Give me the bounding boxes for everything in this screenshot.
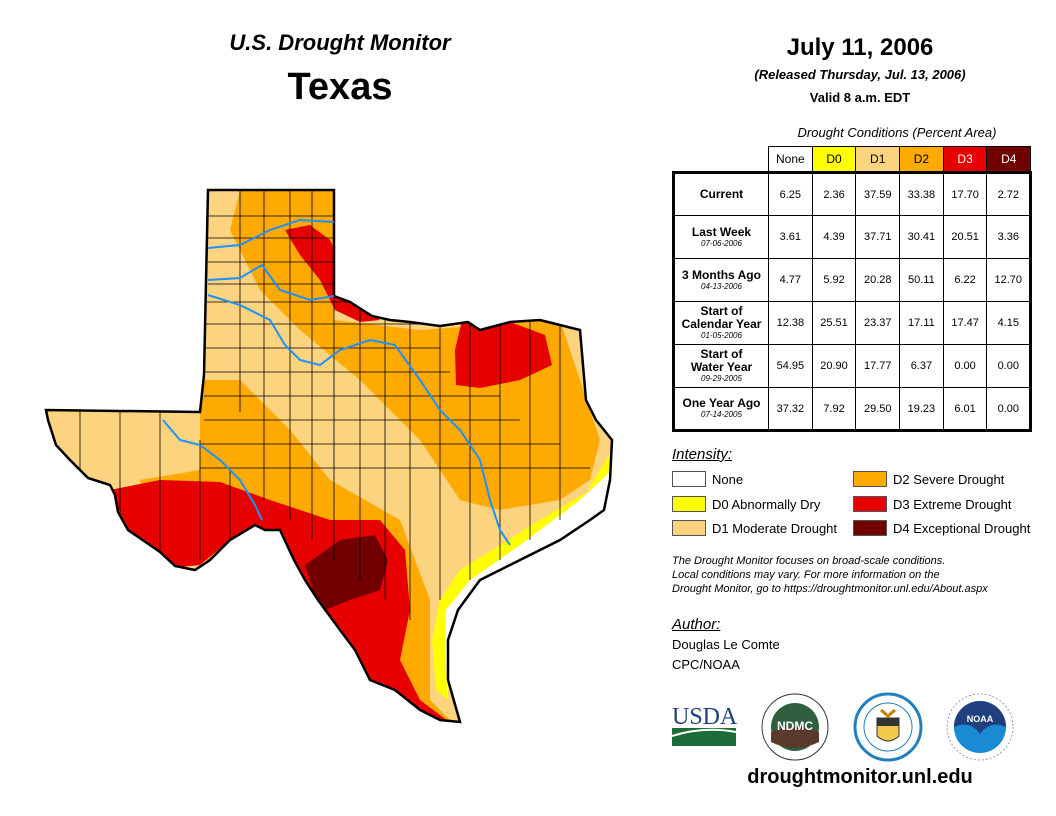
row-label: Last Week 07-06-2006 (672, 215, 769, 259)
brazos-river (207, 294, 511, 546)
col-d4: D4 (986, 146, 1032, 173)
cell: 25.51 (811, 301, 857, 345)
region-title: Texas (287, 66, 393, 108)
cell: 6.25 (768, 171, 813, 216)
col-d3: D3 (942, 146, 988, 173)
cell: 30.41 (899, 215, 944, 259)
none-region (445, 470, 612, 700)
product-title: U.S. Drought Monitor (229, 30, 451, 55)
texas-drought-map (44, 188, 614, 724)
cell: 17.77 (855, 344, 901, 388)
row-label: Start of Calendar Year 01-05-2006 (672, 301, 769, 345)
cell: 6.37 (899, 344, 944, 388)
noaa-logo: NOAA (946, 693, 1014, 761)
table-row: One Year Ago 07-14-2005 37.32 7.92 29.50 … (672, 387, 1033, 432)
cell: 20.28 (855, 258, 901, 302)
cell: 37.32 (768, 387, 813, 432)
cell: 12.70 (986, 258, 1033, 302)
cell: 17.11 (899, 301, 944, 345)
red-river-fork (207, 263, 335, 302)
table-caption: Drought Conditions (Percent Area) (797, 125, 997, 140)
cell: 17.47 (942, 301, 988, 345)
cell: 5.92 (811, 258, 857, 302)
row-label: Start of Water Year 09-29-2005 (672, 344, 769, 388)
county-lines (79, 190, 590, 620)
d4-region (305, 535, 388, 612)
svg-text:USDA: USDA (672, 704, 738, 730)
col-d1: D1 (855, 146, 901, 173)
canadian-river (207, 218, 335, 249)
cell: 0.00 (986, 344, 1033, 388)
svg-text:NOAA: NOAA (967, 714, 994, 724)
drought-conditions-table: None D0 D1 D2 D3 D4 Current 6.25 2.36 37… (672, 146, 1033, 432)
legend-item-d1: D1 Moderate Drought (672, 520, 837, 536)
col-d0: D0 (811, 146, 857, 173)
cell: 4.39 (811, 215, 857, 259)
row-label: Current (672, 171, 769, 216)
row-label: One Year Ago 07-14-2005 (672, 387, 769, 432)
cell: 4.15 (986, 301, 1033, 345)
cell: 3.36 (986, 215, 1033, 259)
row-label: 3 Months Ago 04-13-2006 (672, 258, 769, 302)
legend-item-none: None (672, 471, 743, 487)
cell: 50.11 (899, 258, 944, 302)
swatch (853, 496, 887, 512)
table-row: Start of Water Year 09-29-2005 54.95 20.90… (672, 344, 1033, 388)
state-border (44, 188, 614, 724)
author-title: Author: (672, 616, 721, 633)
table-row: Current 6.25 2.36 37.59 33.38 17.70 2.72 (672, 171, 1033, 216)
legend-item-d2: D2 Severe Drought (853, 471, 1004, 487)
cell: 20.90 (811, 344, 857, 388)
legend-item-d4: D4 Exceptional Drought (853, 520, 1030, 536)
disclaimer-note: The Drought Monitor focuses on broad-sca… (672, 555, 988, 595)
cell: 20.51 (942, 215, 988, 259)
cell: 23.37 (855, 301, 901, 345)
col-none: None (768, 146, 813, 173)
usda-logo: USDA (671, 704, 738, 746)
ndmc-logo: NDMC (761, 693, 829, 761)
commerce-logo (853, 692, 923, 762)
cell: 29.50 (855, 387, 901, 432)
cell: 2.36 (811, 171, 857, 216)
valid-time: Valid 8 a.m. EDT (809, 90, 911, 105)
cell: 54.95 (768, 344, 813, 388)
swatch (853, 471, 887, 487)
table-row: 3 Months Ago 04-13-2006 4.77 5.92 20.28 5… (672, 258, 1033, 302)
release-date: (Released Thursday, Jul. 13, 2006) (754, 67, 966, 82)
cell: 37.59 (855, 171, 901, 216)
cell: 3.61 (768, 215, 813, 259)
cell: 12.38 (768, 301, 813, 345)
map-date: July 11, 2006 (786, 34, 934, 61)
table-row: Last Week 07-06-2006 3.61 4.39 37.71 30.4… (672, 215, 1033, 259)
cell: 6.22 (942, 258, 988, 302)
cell: 37.71 (855, 215, 901, 259)
cell: 0.00 (986, 387, 1033, 432)
author-org: CPC/NOAA (672, 657, 740, 672)
cell: 4.77 (768, 258, 813, 302)
rivers (162, 218, 511, 546)
cell: 19.23 (899, 387, 944, 432)
cell: 6.01 (942, 387, 988, 432)
table-row: Start of Calendar Year 01-05-2006 12.38 25… (672, 301, 1033, 345)
swatch (853, 520, 887, 536)
legend-item-d3: D3 Extreme Drought (853, 496, 1012, 512)
cell: 2.72 (986, 171, 1033, 216)
cell: 33.38 (899, 171, 944, 216)
legend-item-d0: D0 Abnormally Dry (672, 496, 820, 512)
cell: 7.92 (811, 387, 857, 432)
author-name: Douglas Le Comte (672, 637, 780, 652)
col-d2: D2 (899, 146, 944, 173)
d3-region-northeast (455, 320, 552, 388)
cell: 17.70 (942, 171, 988, 216)
swatch (672, 471, 706, 487)
pecos-river (162, 419, 263, 521)
cell: 0.00 (942, 344, 988, 388)
swatch (672, 520, 706, 536)
swatch (672, 496, 706, 512)
footer-url[interactable]: droughtmonitor.unl.edu (747, 766, 973, 788)
d3-region-panhandle (285, 225, 380, 322)
legend-title: Intensity: (672, 446, 733, 463)
svg-text:NDMC: NDMC (777, 719, 813, 733)
